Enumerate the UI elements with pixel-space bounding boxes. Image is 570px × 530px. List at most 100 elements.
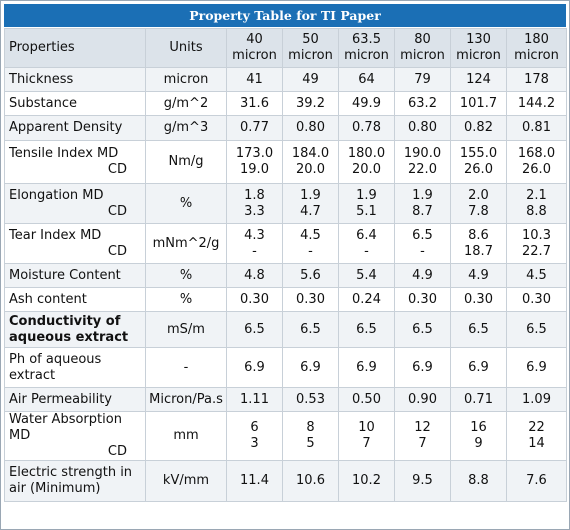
value-cell: 0.30 [450, 287, 507, 312]
value-md: 0.80 [296, 120, 325, 135]
value-cell: 1.8 3.3 [226, 183, 283, 224]
value-cell: 0.30 [282, 287, 339, 312]
value-md: 4.9 [468, 267, 489, 283]
header-col-value: 130 [466, 32, 491, 47]
header-col-unit: micron [514, 48, 559, 63]
value-cell: 0.50 [338, 387, 395, 412]
value-md: 6.4 [356, 227, 377, 243]
value-md: 0.78 [352, 120, 381, 135]
value-cell: 0.71 [450, 387, 507, 412]
unit-cell: mNm^2/g [145, 223, 227, 264]
table-row: Air Permeability Micron/Pa.s 1.11 0.53 0.50 0… [4, 387, 567, 412]
value-cd: 19.0 [240, 162, 269, 177]
header-col-80: 80 micron [394, 28, 451, 68]
value-md: 6.5 [356, 321, 377, 337]
value-md: 0.81 [522, 120, 551, 135]
value-md: 1.9 [356, 187, 377, 203]
header-col-130: 130 micron [450, 28, 507, 68]
header-col-63-5: 63.5 micron [338, 28, 395, 68]
value-cell: 49 [282, 67, 339, 92]
value-cd: 7 [362, 436, 371, 451]
table-row: Tear Index MD CD mNm^2/g 4.3-4.5-6.4-6.5-8.… [4, 223, 567, 264]
value-md: 4.5 [526, 267, 547, 283]
value-cell: 22 14 [506, 411, 567, 461]
value-md: 79 [414, 71, 431, 87]
property-cell: Conductivity of aqueous extract [4, 311, 146, 348]
value-cell: 184.0 20.0 [282, 140, 339, 184]
property-sub-label: CD [107, 444, 127, 459]
table-row: Apparent Density g/m^3 0.77 0.80 0.78 0.80 0.8… [4, 115, 567, 141]
value-md: 8.8 [468, 473, 489, 488]
value-cell: 79 [394, 67, 451, 92]
value-md: 64 [358, 71, 375, 87]
unit-cell: micron [145, 67, 227, 92]
property-label: Conductivity of aqueous extract [9, 313, 129, 345]
property-label: Tear Index MD [9, 227, 102, 243]
unit-cell: % [145, 263, 227, 288]
property-sub-label: CD [107, 162, 127, 177]
value-md: 173.0 [235, 146, 274, 161]
value-md: 101.7 [459, 95, 498, 111]
value-cd: - [364, 243, 369, 259]
value-cell: 6.9 [506, 347, 567, 388]
value-cell: 6.5 [506, 311, 567, 348]
header-col-value: 50 [302, 32, 319, 47]
value-md: 4.5 [300, 227, 321, 243]
property-sub-label: CD [107, 243, 127, 259]
header-col-unit: micron [288, 48, 333, 63]
value-cell: 0.30 [394, 287, 451, 312]
value-cell: 6.5 [394, 311, 451, 348]
value-cell: 8.8 [450, 460, 507, 502]
value-cd: - [308, 243, 313, 259]
value-cell: 178 [506, 67, 567, 92]
value-cell: 168.0 26.0 [506, 140, 567, 184]
property-cell: Elongation MD CD [4, 183, 146, 224]
value-cell: 101.7 [450, 91, 507, 116]
value-md: 7.6 [526, 473, 547, 488]
table-row: Ph of aqueous extract - 6.9 6.9 6.9 6.9 6.9 6.9 [4, 347, 567, 388]
value-cell: 4.9 [450, 263, 507, 288]
value-md: 0.77 [240, 120, 269, 135]
header-units: Units [145, 28, 227, 68]
value-cell: 49.9 [338, 91, 395, 116]
value-cell: 6.9 [226, 347, 283, 388]
unit-cell: % [145, 183, 227, 224]
unit-cell: Micron/Pa.s [145, 387, 227, 412]
property-label: Water Absorption MD [9, 412, 122, 444]
value-md: 10 [358, 420, 375, 435]
value-cell: 5.4 [338, 263, 395, 288]
value-cell: 6.5 [226, 311, 283, 348]
value-cell: 0.77 [226, 115, 283, 141]
property-cell: Electric strength in air (Minimum) [4, 460, 146, 502]
value-cell: 6.9 [394, 347, 451, 388]
value-md: 0.90 [408, 391, 437, 407]
value-cd: - [420, 243, 425, 259]
value-cell: 0.24 [338, 287, 395, 312]
table-row: Ash content% 0.30 0.30 0.24 0.30 0.30 0.30 [4, 287, 567, 312]
header-col-unit: micron [232, 48, 277, 63]
value-md: 0.50 [352, 391, 381, 407]
value-cell: 4.5 [506, 263, 567, 288]
value-cd: 3.3 [244, 203, 265, 219]
property-cell: Tensile Index MD CD [4, 140, 146, 184]
value-md: 6.5 [300, 321, 321, 337]
value-cell: 1.9 5.1 [338, 183, 395, 224]
value-md: 11.4 [240, 473, 269, 488]
value-cell: 4.5- [282, 223, 339, 264]
property-cell: Water Absorption MD CD [4, 411, 146, 461]
value-md: 1.8 [244, 187, 265, 203]
value-md: 0.30 [522, 291, 551, 307]
value-md: 2.1 [526, 187, 547, 203]
value-cell: 173.0 19.0 [226, 140, 283, 184]
value-md: 6.9 [356, 359, 377, 375]
value-cell: 2.0 7.8 [450, 183, 507, 224]
value-md: 6.5 [412, 321, 433, 337]
value-cd: 9 [474, 436, 483, 451]
value-md: 6.5 [526, 321, 547, 337]
value-cell: 4.3- [226, 223, 283, 264]
value-cell: 0.78 [338, 115, 395, 141]
value-cell: 1.09 [506, 387, 567, 412]
value-cell: 1.9 4.7 [282, 183, 339, 224]
value-cell: 5.6 [282, 263, 339, 288]
